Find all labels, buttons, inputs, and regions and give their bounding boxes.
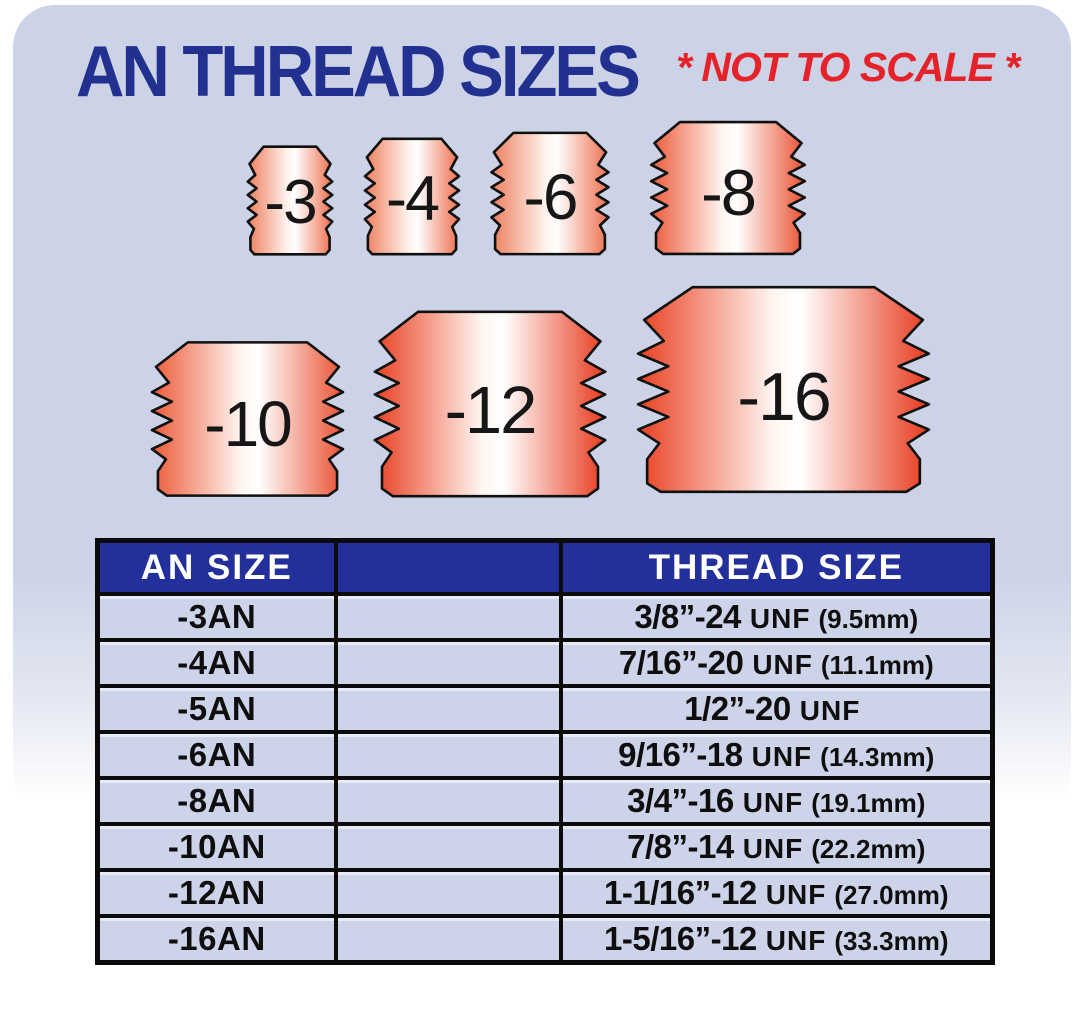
table-row: -16AN 1-5/16”-12 UNF (33.3mm) — [95, 914, 995, 965]
thread-size-cell: 7/16”-20 UNF (11.1mm) — [558, 638, 995, 688]
spacer-cell — [333, 868, 563, 918]
fitting-illustration-10: -10 — [148, 340, 347, 498]
table-row: -8AN 3/4”-16 UNF (19.1mm) — [95, 776, 995, 826]
an-size-cell: -5AN — [95, 684, 338, 734]
an-size-cell: -16AN — [95, 914, 338, 965]
thread-size-value: 3/8”-24 — [634, 598, 741, 635]
thread-size-cell: 1-5/16”-12 UNF (33.3mm) — [558, 914, 995, 965]
fitting-label: -4 — [385, 163, 440, 234]
thread-size-mm: (27.0mm) — [834, 880, 949, 910]
spacer-cell — [333, 776, 563, 826]
column-header-thread-size: THREAD SIZE — [558, 538, 995, 596]
fitting-label: -6 — [523, 160, 579, 233]
thread-size-value: 1/2”-20 — [684, 690, 791, 727]
spacer-cell — [333, 684, 563, 734]
an-size-cell: -4AN — [95, 638, 338, 688]
fitting-label: -10 — [204, 387, 293, 460]
thread-standard: UNF — [742, 787, 804, 818]
fitting-illustration-12: -12 — [370, 309, 610, 499]
thread-size-value: 3/4”-16 — [627, 782, 734, 819]
thread-standard: UNF — [765, 925, 827, 956]
fitting-label: -16 — [737, 359, 831, 436]
fitting-shape-icon — [632, 284, 935, 495]
an-size-cell: -3AN — [95, 592, 338, 642]
thread-size-value: 7/8”-14 — [627, 828, 734, 865]
an-size-cell: -12AN — [95, 868, 338, 918]
table-row: -4AN 7/16”-20 UNF (11.1mm) — [95, 638, 995, 688]
fitting-illustration-4: -4 — [363, 137, 461, 256]
thread-size-mm: (14.3mm) — [820, 742, 935, 772]
fitting-shape-icon — [246, 145, 334, 256]
not-to-scale-note: * NOT TO SCALE * — [676, 44, 1020, 90]
fitting-illustration-6: -6 — [489, 131, 611, 256]
thread-size-mm: (33.3mm) — [834, 926, 949, 956]
fitting-label: -12 — [444, 372, 538, 448]
fitting-illustration-8: -8 — [648, 120, 808, 256]
an-size-cell: -10AN — [95, 822, 338, 872]
thread-size-cell: 1/2”-20 UNF — [558, 684, 995, 734]
table-row: -10AN 7/8”-14 UNF (22.2mm) — [95, 822, 995, 872]
an-thread-size-table: AN SIZE THREAD SIZE -3AN 3/8”-24 UNF (9.5m… — [95, 538, 995, 965]
fitting-label: -8 — [701, 155, 757, 229]
thread-size-value: 1-5/16”-12 — [604, 920, 757, 957]
thread-size-cell: 1-1/16”-12 UNF (27.0mm) — [558, 868, 995, 918]
thread-size-cell: 7/8”-14 UNF (22.2mm) — [558, 822, 995, 872]
thread-size-mm: (9.5mm) — [818, 604, 919, 634]
thread-size-cell: 9/16”-18 UNF (14.3mm) — [558, 730, 995, 780]
spacer-cell — [333, 592, 563, 642]
fitting-label: -3 — [264, 168, 317, 238]
thread-standard: UNF — [752, 649, 813, 680]
thread-size-cell: 3/4”-16 UNF (19.1mm) — [558, 776, 995, 826]
table-row: -3AN 3/8”-24 UNF (9.5mm) — [95, 592, 995, 642]
spacer-cell — [333, 822, 563, 872]
spacer-cell — [333, 730, 563, 780]
an-size-cell: -8AN — [95, 776, 338, 826]
fitting-shape-icon — [363, 137, 461, 256]
thread-size-mm: (11.1mm) — [820, 650, 934, 680]
thread-standard: UNF — [751, 741, 813, 772]
fitting-illustration-3: -3 — [246, 145, 334, 256]
table-row: -12AN 1-1/16”-12 UNF (27.0mm) — [95, 868, 995, 918]
thread-size-value: 1-1/16”-12 — [604, 874, 757, 911]
thread-standard: UNF — [749, 603, 811, 634]
fitting-illustration-16: -16 — [632, 284, 935, 495]
fitting-shape-icon — [148, 340, 347, 498]
thread-size-value: 7/16”-20 — [618, 644, 744, 681]
column-header-middle — [333, 538, 563, 596]
table-header-row: AN SIZE THREAD SIZE — [95, 538, 995, 596]
spacer-cell — [333, 638, 563, 688]
fitting-shape-icon — [370, 309, 610, 499]
thread-size-value: 9/16”-18 — [618, 736, 743, 773]
fitting-shape-icon — [489, 131, 611, 256]
table-row: -5AN 1/2”-20 UNF — [95, 684, 995, 734]
thread-size-mm: (19.1mm) — [811, 788, 926, 818]
fitting-shape-icon — [648, 120, 808, 256]
spacer-cell — [333, 914, 563, 965]
page-title: AN THREAD SIZES — [76, 31, 641, 113]
thread-standard: UNF — [799, 695, 861, 726]
thread-standard: UNF — [765, 879, 827, 910]
column-header-an-size: AN SIZE — [95, 538, 338, 596]
thread-size-cell: 3/8”-24 UNF (9.5mm) — [558, 592, 995, 642]
thread-standard: UNF — [742, 833, 804, 864]
an-size-cell: -6AN — [95, 730, 338, 780]
table-row: -6AN 9/16”-18 UNF (14.3mm) — [95, 730, 995, 780]
thread-size-mm: (22.2mm) — [811, 834, 926, 864]
